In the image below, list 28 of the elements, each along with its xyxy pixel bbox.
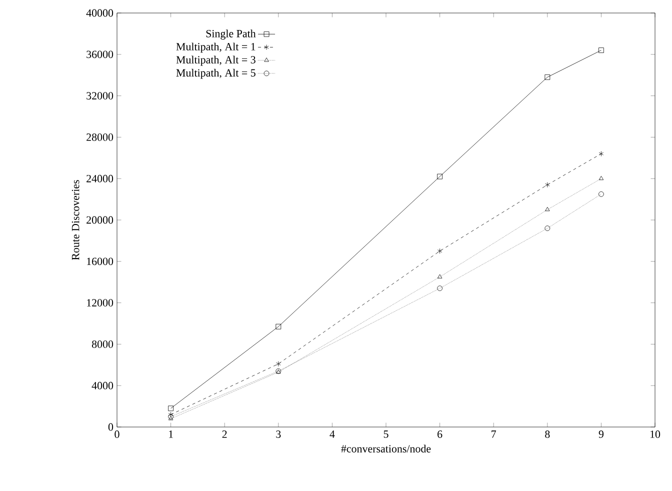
x-tick-label: 3 bbox=[276, 430, 281, 438]
y-tick-label: 28000 bbox=[86, 134, 114, 141]
x-tick-label: 7 bbox=[492, 430, 496, 438]
x-tick-label: 4 bbox=[330, 430, 335, 438]
y-axis-title: Route Discoveries bbox=[72, 180, 80, 260]
y-tick-label: 32000 bbox=[86, 92, 114, 100]
y-tick-label: 0 bbox=[108, 423, 114, 431]
x-tick-label: 0 bbox=[114, 430, 120, 438]
y-tick-label: 24000 bbox=[86, 174, 114, 182]
y-tick-label: 20000 bbox=[86, 216, 114, 224]
y-tick-label: 8000 bbox=[92, 340, 114, 348]
y-tick-label: 16000 bbox=[87, 258, 114, 266]
y-tick-label: 12000 bbox=[87, 299, 114, 306]
y-tick-label: 4000 bbox=[92, 382, 114, 390]
x-tick-label: 6 bbox=[438, 430, 442, 438]
legend-label: Single Path bbox=[206, 30, 256, 40]
y-tick-label: 40000 bbox=[86, 9, 114, 17]
x-tick-label: 5 bbox=[384, 430, 388, 438]
x-tick-label: 8 bbox=[545, 430, 550, 438]
x-tick-label: 9 bbox=[598, 430, 604, 438]
legend-label: Multipath, Alt = 1 bbox=[176, 42, 256, 53]
x-tick-label: 10 bbox=[650, 430, 660, 438]
x-tick-label: 2 bbox=[222, 430, 227, 438]
legend-label: Multipath, Alt = 3 bbox=[176, 56, 256, 66]
legend-label: Multipath, Alt = 5 bbox=[176, 68, 256, 79]
x-axis-title: #conversations/node bbox=[341, 444, 431, 452]
y-tick-label: 36000 bbox=[86, 50, 114, 58]
x-tick-label: 1 bbox=[169, 430, 173, 438]
